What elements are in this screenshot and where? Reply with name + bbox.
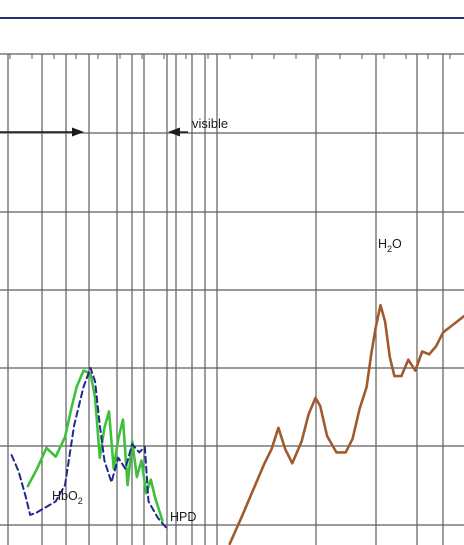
h2o-label: H2O	[378, 237, 402, 254]
h2o-label-tail: O	[392, 237, 402, 251]
series-line-2	[228, 303, 464, 545]
h2o-label-main: H	[378, 237, 387, 251]
hbo2-label: HbO2	[52, 489, 83, 506]
hbo2-label-main: HbO	[52, 489, 78, 503]
grid-lines	[0, 53, 464, 545]
series-line-1	[10, 366, 168, 530]
h2o-label-sub: 2	[387, 244, 392, 254]
hpd-label: HPD	[170, 510, 196, 524]
arrow-right-head	[72, 127, 84, 137]
series-layer	[10, 303, 464, 545]
arrow-left-head	[168, 127, 180, 137]
visible-region-marker: visible	[0, 116, 228, 137]
hbo2-label-sub: 2	[78, 496, 83, 506]
series-line-0	[26, 369, 164, 522]
visible-label: visible	[192, 116, 228, 131]
